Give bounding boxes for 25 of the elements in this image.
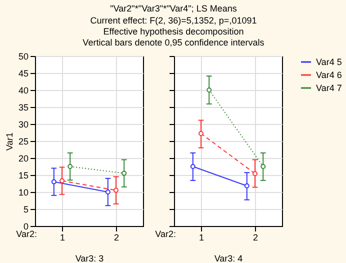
x-tick-label: 2	[114, 232, 120, 242]
legend-label: Var4 6	[316, 70, 342, 80]
y-tick-label: 40	[18, 86, 28, 96]
y-tick-label: 35	[18, 102, 28, 112]
y-tick-label: 0	[23, 222, 28, 232]
legend-label: Var4 7	[316, 83, 342, 93]
y-tick-label: 10	[18, 188, 28, 198]
y-tick-label: 45	[18, 68, 28, 78]
y-tick-label: 20	[18, 154, 28, 164]
x-axis-title: Var3: 3	[75, 254, 104, 263]
legend-label: Var4 5	[316, 57, 342, 67]
y-tick-label: 25	[18, 136, 28, 146]
x-axis-title: Var3: 4	[214, 254, 243, 263]
text: Current effect: F(2, 36)=5,1352, p=,01091 Effective hypothesis decomposition Vertical bars denote 0,95 confidence intervals	[82, 16, 265, 48]
y-tick-label: 15	[18, 170, 28, 180]
y-tick-label: 50	[18, 52, 28, 62]
y-tick-label: 5	[23, 204, 28, 214]
x-tick-label: 1	[60, 232, 66, 242]
text: Var2:	[155, 229, 176, 239]
text: Var2:	[16, 229, 37, 239]
y-tick-label: 30	[18, 120, 28, 130]
y-axis-title: Var1	[4, 132, 14, 151]
x-tick-label: 2	[252, 232, 258, 242]
x-tick-label: 1	[198, 232, 204, 242]
text: "Var2"*"Var3"*"Var4"; LS Means	[110, 4, 238, 14]
